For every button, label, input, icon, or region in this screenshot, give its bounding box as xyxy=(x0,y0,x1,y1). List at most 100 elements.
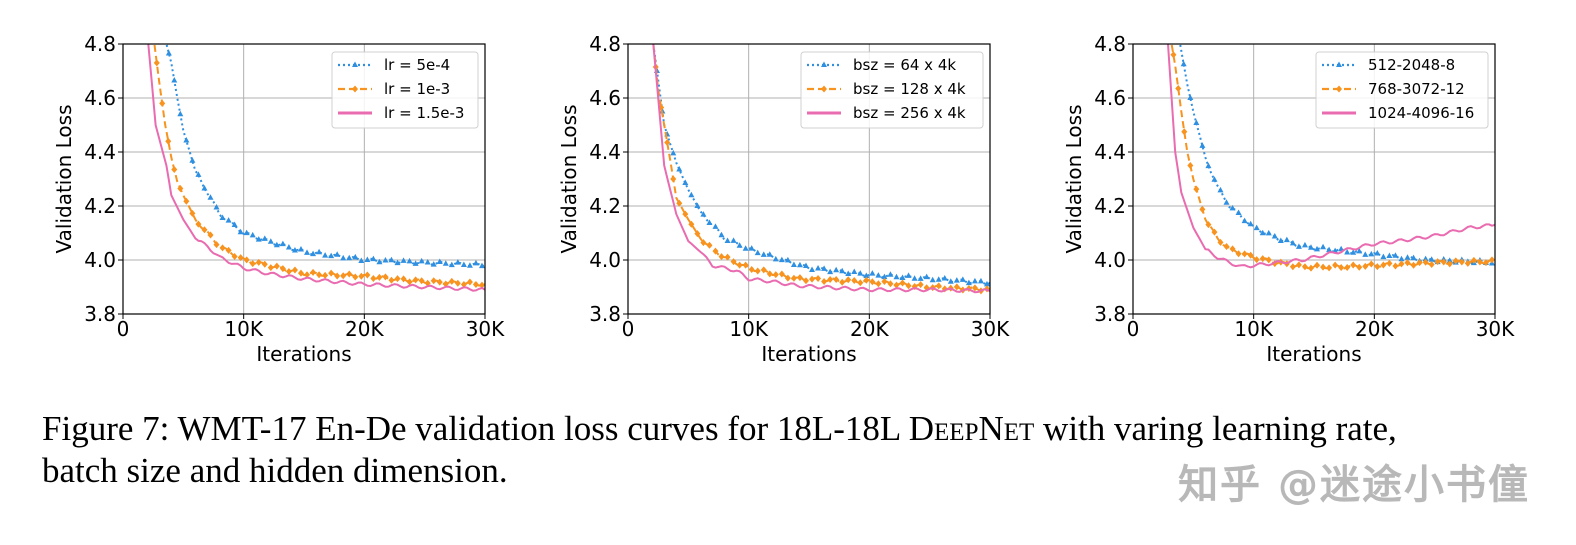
data-point xyxy=(1314,245,1321,252)
data-point xyxy=(243,229,250,236)
x-tick-label: 30K xyxy=(971,317,1010,341)
data-point xyxy=(869,278,876,286)
data-point xyxy=(279,240,286,247)
y-tick-label: 4.8 xyxy=(1094,32,1126,56)
data-point xyxy=(1187,94,1194,100)
data-point xyxy=(322,252,329,258)
data-point xyxy=(340,254,347,261)
data-point xyxy=(304,271,311,279)
data-point xyxy=(1295,261,1302,269)
legend: 512-2048-8 768-3072-12 1024-4096-16 xyxy=(1315,51,1489,129)
data-point xyxy=(400,275,407,283)
data-point xyxy=(394,275,401,283)
data-point xyxy=(472,259,479,266)
data-point xyxy=(688,220,695,228)
data-point xyxy=(189,157,196,163)
data-point xyxy=(195,171,202,177)
data-point xyxy=(1259,255,1266,263)
data-point xyxy=(201,226,208,234)
x-axis-label: Iterations xyxy=(1266,342,1361,366)
data-point xyxy=(1344,264,1351,272)
data-point xyxy=(394,259,401,266)
x-tick-label: 30K xyxy=(466,317,505,341)
data-point xyxy=(742,261,749,269)
data-point xyxy=(827,275,834,283)
data-point xyxy=(1398,260,1405,268)
data-point xyxy=(1434,258,1441,266)
data-point xyxy=(213,241,220,249)
data-point xyxy=(712,223,719,229)
data-point xyxy=(778,270,785,278)
data-point xyxy=(201,185,208,191)
data-point xyxy=(748,265,755,273)
data-point xyxy=(1482,259,1489,267)
data-point xyxy=(688,191,695,198)
data-point xyxy=(231,253,238,261)
data-point xyxy=(418,277,425,285)
data-point xyxy=(1416,259,1423,267)
y-tick-label: 4.0 xyxy=(84,248,116,272)
data-point xyxy=(905,282,912,290)
data-point xyxy=(1193,119,1200,125)
data-point xyxy=(983,280,990,287)
series-line-3 xyxy=(147,44,485,292)
data-point xyxy=(237,228,244,235)
data-point xyxy=(153,59,160,67)
data-point xyxy=(1356,247,1363,254)
data-point xyxy=(1386,259,1393,267)
data-point xyxy=(1398,255,1405,262)
x-tick-label: 10K xyxy=(224,317,263,341)
x-tick-label: 10K xyxy=(729,317,768,341)
subplot-2: 0 10K 20K 30K 3.8 4.0 4.2 4.4 4.6 4.8 Iterations Va… xyxy=(557,32,1010,366)
data-point xyxy=(845,276,852,284)
x-tick-label: 0 xyxy=(117,317,130,341)
data-point xyxy=(436,258,443,264)
figure-panels: 0 10K 20K 30K 3.8 4.0 4.2 4.4 4.6 4.8 Iterations Va… xyxy=(52,32,1515,366)
x-tick-label: 0 xyxy=(1127,317,1140,341)
data-point xyxy=(1180,60,1187,67)
data-point xyxy=(971,277,978,284)
data-point xyxy=(1199,205,1206,213)
data-point xyxy=(1392,262,1399,270)
data-point xyxy=(255,258,262,266)
y-tick-label: 4.0 xyxy=(589,248,621,272)
data-point xyxy=(941,274,948,281)
data-point xyxy=(412,276,419,284)
data-point xyxy=(1476,258,1483,266)
data-point xyxy=(225,246,232,254)
data-point xyxy=(929,276,936,283)
y-tick-label: 4.6 xyxy=(1094,86,1126,110)
y-tick-label: 4.6 xyxy=(84,86,116,110)
data-point xyxy=(358,257,365,263)
data-point xyxy=(845,270,852,277)
x-tick-label: 20K xyxy=(850,317,889,341)
data-point xyxy=(869,270,876,276)
data-point xyxy=(790,261,797,268)
data-point xyxy=(291,266,298,274)
data-point xyxy=(406,278,413,286)
data-point xyxy=(893,273,900,280)
data-point xyxy=(171,166,178,174)
data-point xyxy=(911,275,918,281)
data-point xyxy=(977,277,984,284)
data-point xyxy=(364,256,371,263)
y-tick-label: 3.8 xyxy=(84,302,116,326)
data-point xyxy=(724,253,731,261)
data-point xyxy=(285,244,292,250)
data-point xyxy=(833,276,840,284)
data-point xyxy=(851,268,858,274)
y-axis-label: Validation Loss xyxy=(557,105,581,254)
data-point xyxy=(1265,229,1272,236)
data-point xyxy=(424,259,431,265)
data-point xyxy=(742,245,749,251)
data-point xyxy=(1488,256,1495,264)
data-point xyxy=(1344,249,1351,255)
data-point xyxy=(1211,228,1218,236)
data-point xyxy=(1422,255,1429,262)
data-point xyxy=(472,280,479,288)
data-point xyxy=(466,262,473,268)
data-point xyxy=(195,220,202,228)
data-point xyxy=(207,231,214,239)
data-point xyxy=(1170,51,1177,59)
legend-label: lr = 1e-3 xyxy=(384,80,450,98)
